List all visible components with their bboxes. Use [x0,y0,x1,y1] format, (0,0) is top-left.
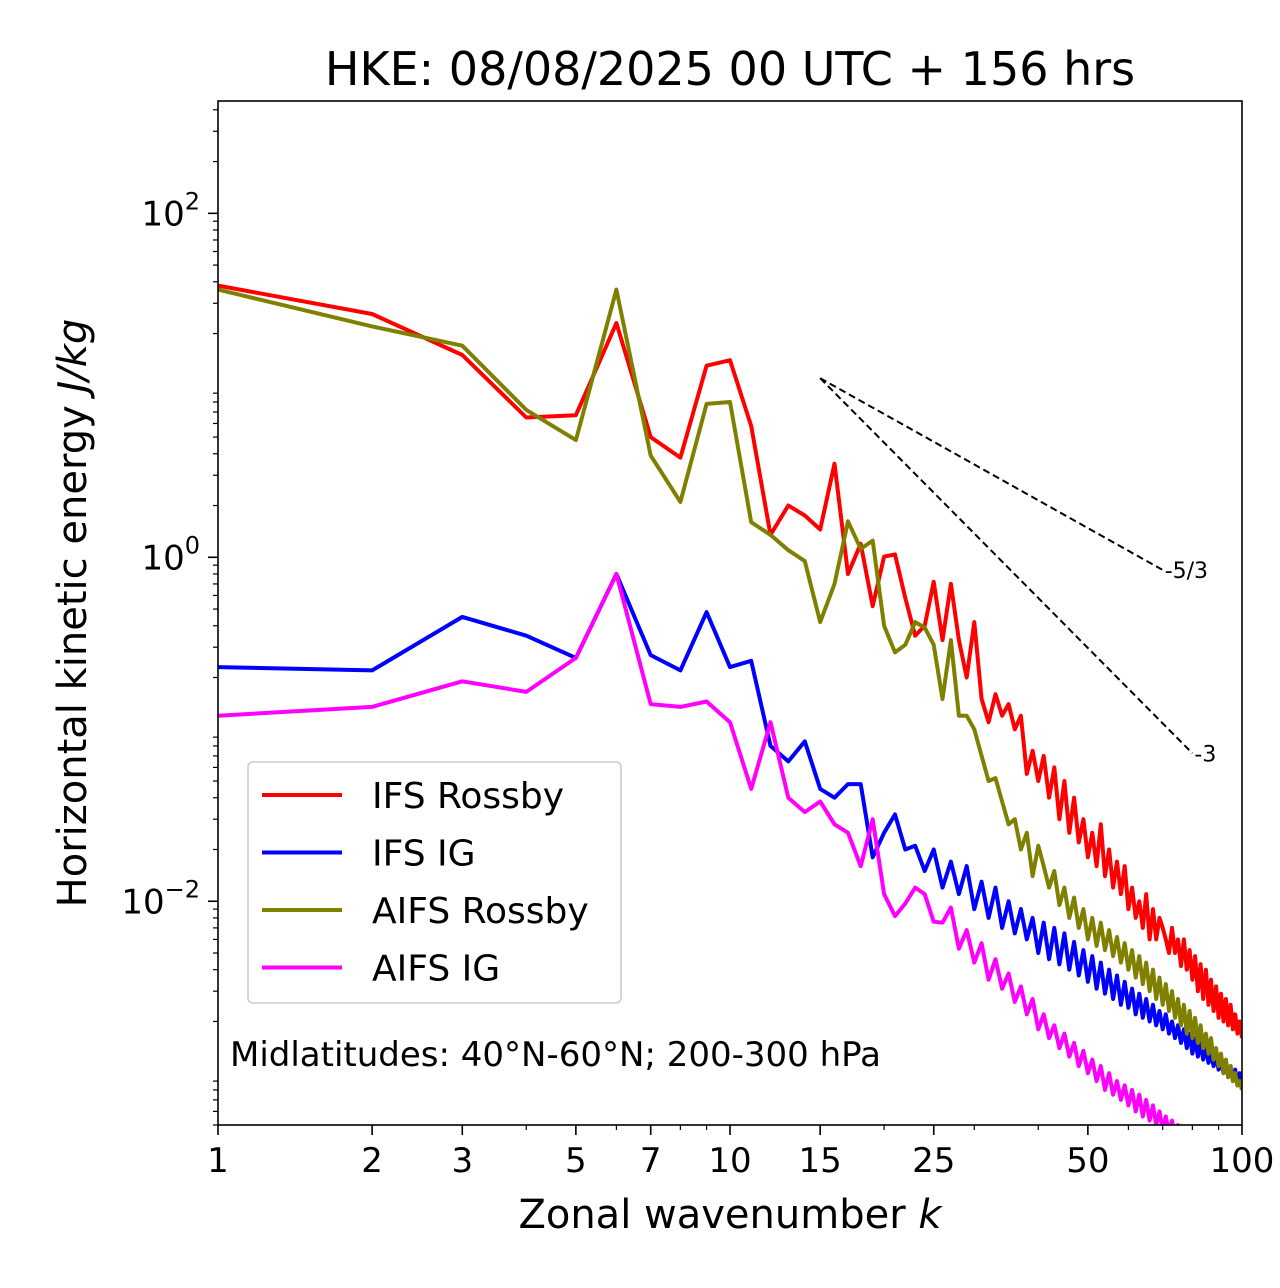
legend-entries: IFS Rossby IFS IG AIFS Rossby AIFS IG [262,776,589,990]
y-tick-base: 10 [141,194,184,234]
x-tick-label: 7 [640,1141,662,1181]
y-tick-exponent: −2 [165,875,200,903]
x-tick-label: 15 [799,1141,842,1181]
x-tick-label: 3 [451,1141,473,1181]
x-tick-label: 50 [1066,1141,1109,1181]
legend: IFS Rossby IFS IG AIFS Rossby AIFS IG [247,761,622,1004]
x-tick-label: 1 [207,1141,229,1181]
series-line-aifs-ig [218,572,1181,1125]
series-line-aifs-rossby [218,287,1242,1091]
legend-label: IFS IG [372,834,476,875]
y-tick-label: 100 [141,531,200,578]
y-tick-base: 10 [141,538,184,578]
x-tick-label: 100 [1210,1141,1275,1181]
y-axis-label-units: J/kg [50,319,96,400]
series-layer [218,283,1242,1125]
legend-label: AIFS IG [372,949,500,990]
x-axis-label: Zonal wavenumber k [518,1192,943,1238]
x-tick-label: 2 [361,1141,383,1181]
x-axis-label-var: k [918,1192,943,1238]
x-tick-label: 5 [565,1141,587,1181]
x-tick-label: 25 [912,1141,955,1181]
reference-line-label: -5/3 [1165,559,1208,584]
y-tick-exponent: 2 [185,187,200,215]
y-tick-label: 10−2 [121,875,200,922]
series-line-ifs-ig [218,572,1242,1091]
legend-box [247,761,622,1004]
y-tick-base: 10 [121,882,164,922]
chart-title: HKE: 08/08/2025 00 UTC + 156 hrs [325,42,1135,96]
legend-label: AIFS Rossby [372,891,589,932]
reference-lines: -5/3 -3 [819,377,1216,767]
legend-label: IFS Rossby [372,776,564,817]
reference-line-label: -3 [1194,742,1216,767]
region-annotation: Midlatitudes: 40°N-60°N; 200-300 hPa [230,1035,881,1075]
x-axis-label-text: Zonal wavenumber [518,1192,906,1238]
x-axis: 1 2 3 5 7 10 15 25 50 100 [207,1125,1274,1181]
y-axis-label: Horizontal kinetic energy J/kg [50,319,96,908]
reference-line-slope [819,377,1194,754]
x-tick-label: 10 [708,1141,751,1181]
y-tick-exponent: 0 [185,531,200,559]
y-tick-label: 102 [141,187,200,234]
y-axis-label-text: Horizontal kinetic energy [50,405,96,907]
series-line-ifs-rossby [218,283,1242,1039]
